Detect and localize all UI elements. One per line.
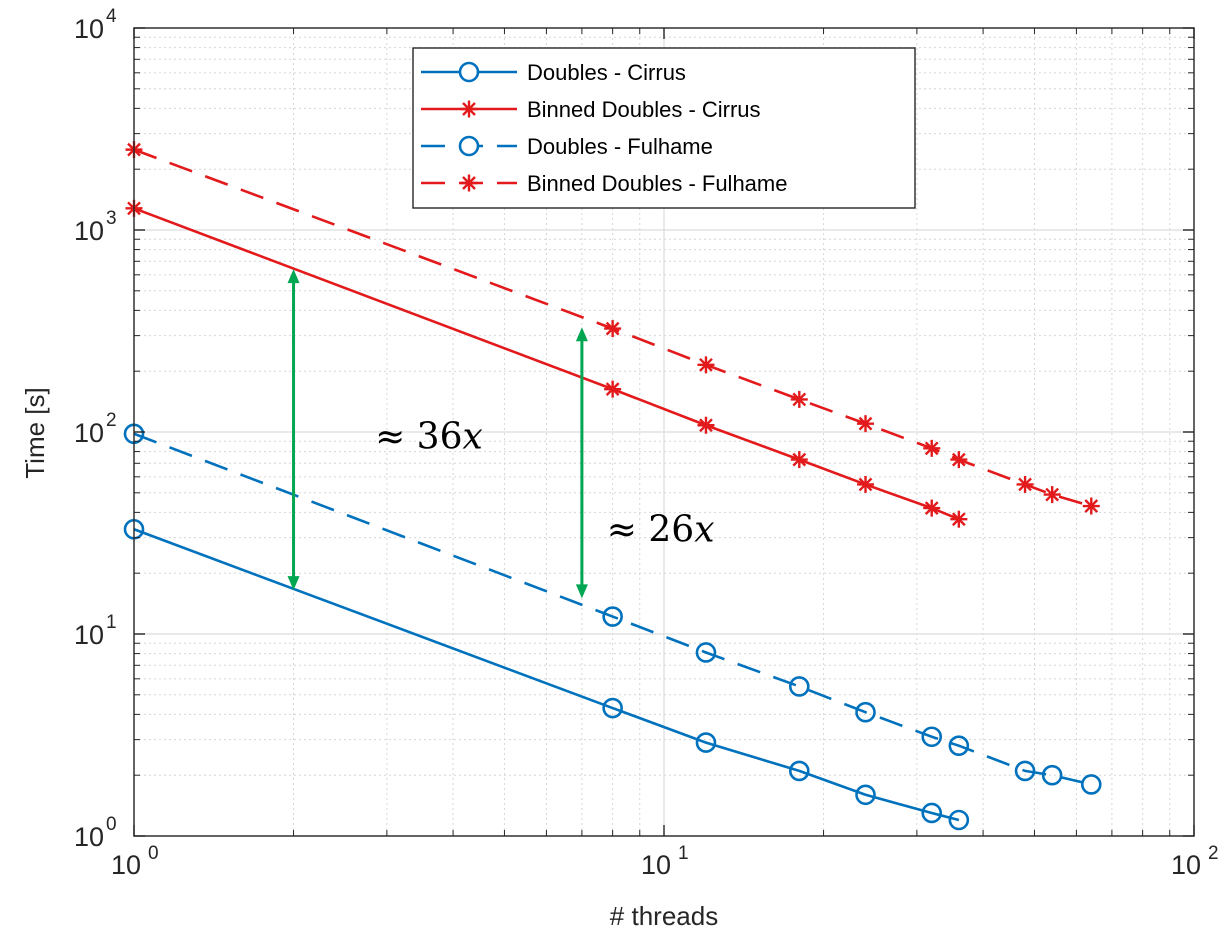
series-layer	[123, 141, 1102, 831]
data-point	[1043, 486, 1061, 504]
legend-entry: Binned Doubles - Fulhame	[421, 171, 787, 196]
x-tick-base: 10	[641, 850, 671, 880]
y-tick-base: 10	[74, 822, 104, 852]
annotations: ≈ 36𝑥 ≈ 26𝑥	[287, 269, 715, 599]
x-tick-base: 10	[111, 850, 141, 880]
data-point	[1080, 774, 1102, 795]
ratio-annotation: ≈ 26𝑥	[575, 327, 715, 599]
ratio-arrow-head-bottom	[575, 584, 588, 599]
legend-marker	[460, 174, 478, 192]
axes: 10 0 10 1 10 210 010 110 210 310 4	[74, 6, 1219, 880]
series-line	[133, 432, 1092, 786]
data-point	[923, 439, 941, 457]
y-tick-label: 10 3	[74, 208, 117, 246]
data-point	[923, 499, 941, 517]
y-tick-label: 10 0	[74, 814, 117, 852]
x-axis-label: # threads	[610, 901, 718, 931]
data-point	[790, 390, 808, 408]
data-point	[788, 676, 810, 697]
data-point	[948, 809, 970, 831]
series-binned-doubles-fulhame	[125, 141, 1100, 515]
ratio-label: ≈ 26𝑥	[607, 509, 715, 550]
y-tick-label: 10 4	[74, 6, 117, 44]
x-tick-label: 10 2	[1171, 843, 1219, 880]
data-point	[950, 510, 968, 528]
data-point	[602, 606, 623, 627]
y-tick-exponent: 0	[106, 814, 117, 835]
y-tick-exponent: 3	[106, 208, 117, 229]
legend-label: Binned Doubles - Fulhame	[527, 171, 787, 196]
legend-entry: Doubles - Fulhame	[421, 134, 713, 159]
data-point	[948, 735, 970, 756]
x-tick-label: 10 1	[641, 843, 689, 880]
legend-marker	[458, 61, 480, 83]
data-point	[604, 380, 622, 398]
legend: Doubles - Cirrus Binned Doubles - Cirrus D…	[412, 47, 916, 209]
y-tick-base: 10	[74, 14, 104, 44]
ratio-arrow-head-top	[575, 327, 588, 342]
series-line	[133, 528, 960, 822]
legend-marker	[460, 100, 478, 118]
legend-box	[412, 47, 916, 209]
y-tick-label: 10 1	[74, 612, 117, 650]
x-tick-exponent: 1	[678, 843, 689, 864]
x-tick-label: 10 0	[111, 843, 159, 880]
data-point	[790, 451, 808, 469]
data-point	[1041, 764, 1063, 786]
y-tick-base: 10	[74, 620, 104, 650]
data-point	[1082, 497, 1100, 515]
data-point	[921, 802, 943, 824]
y-tick-label: 10 2	[74, 410, 117, 448]
legend-entry: Doubles - Cirrus	[421, 60, 686, 85]
data-point	[921, 726, 943, 748]
x-tick-exponent: 0	[148, 843, 159, 864]
ratio-arrow-head-bottom	[287, 576, 300, 591]
legend-label: Binned Doubles - Cirrus	[527, 97, 761, 122]
legend-marker	[458, 135, 480, 157]
x-tick-base: 10	[1171, 850, 1201, 880]
y-tick-exponent: 2	[106, 410, 117, 431]
x-tick-exponent: 2	[1208, 843, 1219, 864]
ratio-label: ≈ 36𝑥	[375, 416, 483, 457]
y-tick-base: 10	[74, 216, 104, 246]
data-point	[604, 320, 622, 338]
data-point	[857, 415, 875, 433]
series-doubles-fulhame	[123, 423, 1102, 795]
series-doubles-cirrus	[123, 518, 970, 831]
legend-label: Doubles - Cirrus	[527, 60, 686, 85]
data-point	[695, 732, 717, 753]
y-tick-exponent: 4	[106, 6, 117, 27]
legend-label: Doubles - Fulhame	[527, 134, 713, 159]
ratio-arrow-head-top	[287, 269, 300, 284]
data-point	[950, 451, 968, 469]
y-tick-exponent: 1	[106, 612, 117, 633]
data-point	[602, 697, 623, 719]
series-binned-doubles-cirrus	[125, 199, 968, 528]
data-point	[1014, 760, 1036, 782]
data-point	[697, 416, 715, 434]
data-point	[788, 760, 810, 782]
data-point	[697, 356, 715, 374]
data-point	[695, 642, 717, 663]
series-line	[133, 148, 1092, 508]
legend-entry: Binned Doubles - Cirrus	[421, 97, 761, 122]
y-axis-label: Time [s]	[20, 387, 50, 478]
data-point	[857, 475, 875, 493]
y-tick-base: 10	[74, 418, 104, 448]
data-point	[855, 701, 876, 723]
ratio-annotation: ≈ 36𝑥	[287, 269, 483, 591]
data-point	[1016, 475, 1034, 493]
data-point	[855, 784, 876, 806]
